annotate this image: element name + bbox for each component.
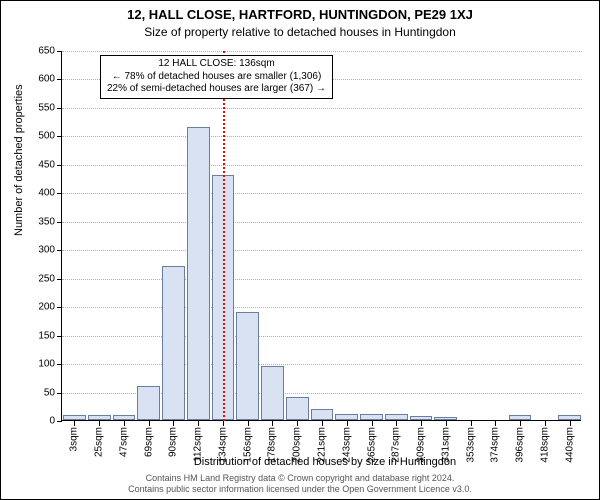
x-tick-mark bbox=[124, 421, 125, 426]
y-tick-mark bbox=[57, 79, 62, 80]
x-tick-mark bbox=[347, 421, 348, 426]
y-axis-label: Number of detached properties bbox=[13, 84, 25, 236]
annotation-line2: ← 78% of detached houses are smaller (1,… bbox=[107, 71, 326, 84]
y-tick-label: 650 bbox=[25, 46, 55, 57]
plot-area: 0501001502002503003504004505005506006503… bbox=[61, 51, 581, 421]
histogram-bar bbox=[137, 386, 160, 420]
histogram-bar bbox=[558, 415, 581, 420]
histogram-bar bbox=[187, 127, 210, 420]
histogram-bar bbox=[261, 366, 284, 420]
x-tick-mark bbox=[223, 421, 224, 426]
x-tick-mark bbox=[421, 421, 422, 426]
y-tick-label: 100 bbox=[25, 359, 55, 370]
histogram-bar bbox=[385, 414, 408, 420]
histogram-bar bbox=[88, 415, 111, 420]
y-tick-mark bbox=[57, 108, 62, 109]
y-tick-mark bbox=[57, 136, 62, 137]
y-tick-label: 350 bbox=[25, 216, 55, 227]
y-tick-label: 150 bbox=[25, 330, 55, 341]
y-tick-label: 50 bbox=[25, 387, 55, 398]
gridline-h bbox=[62, 193, 582, 194]
y-tick-mark bbox=[57, 279, 62, 280]
x-tick-mark bbox=[471, 421, 472, 426]
x-tick-mark bbox=[446, 421, 447, 426]
x-tick-mark bbox=[149, 421, 150, 426]
x-tick-mark bbox=[272, 421, 273, 426]
x-axis-label: Distribution of detached houses by size … bbox=[26, 456, 600, 468]
annotation-line3: 22% of semi-detached houses are larger (… bbox=[107, 83, 326, 96]
histogram-bar bbox=[286, 397, 309, 420]
x-tick-mark bbox=[520, 421, 521, 426]
x-tick-mark bbox=[99, 421, 100, 426]
gridline-h bbox=[62, 108, 582, 109]
x-tick-mark bbox=[74, 421, 75, 426]
y-tick-mark bbox=[57, 250, 62, 251]
x-tick-label: 47sqm bbox=[118, 427, 129, 457]
x-tick-label: 90sqm bbox=[168, 427, 179, 457]
y-tick-mark bbox=[57, 336, 62, 337]
footer-attribution: Contains HM Land Registry data © Crown c… bbox=[1, 473, 599, 495]
histogram-bar bbox=[360, 414, 383, 420]
chart-subtitle: Size of property relative to detached ho… bbox=[1, 25, 599, 39]
histogram-bar bbox=[162, 266, 185, 420]
y-tick-label: 300 bbox=[25, 245, 55, 256]
y-tick-label: 600 bbox=[25, 74, 55, 85]
y-tick-mark bbox=[57, 165, 62, 166]
footer-line1: Contains HM Land Registry data © Crown c… bbox=[1, 473, 599, 484]
histogram-bar bbox=[434, 417, 457, 420]
chart-title: 12, HALL CLOSE, HARTFORD, HUNTINGDON, PE… bbox=[1, 7, 599, 22]
gridline-h bbox=[62, 136, 582, 137]
x-tick-mark bbox=[495, 421, 496, 426]
x-tick-label: 3sqm bbox=[69, 427, 80, 451]
y-tick-mark bbox=[57, 307, 62, 308]
histogram-bar bbox=[509, 415, 532, 420]
x-tick-mark bbox=[322, 421, 323, 426]
y-tick-mark bbox=[57, 51, 62, 52]
y-tick-label: 400 bbox=[25, 188, 55, 199]
annotation-box: 12 HALL CLOSE: 136sqm← 78% of detached h… bbox=[100, 55, 333, 99]
y-tick-mark bbox=[57, 193, 62, 194]
y-tick-mark bbox=[57, 393, 62, 394]
y-tick-mark bbox=[57, 421, 62, 422]
histogram-bar bbox=[236, 312, 259, 420]
histogram-bar bbox=[113, 415, 136, 420]
y-tick-label: 0 bbox=[25, 416, 55, 427]
histogram-bar bbox=[63, 415, 86, 420]
y-tick-label: 200 bbox=[25, 302, 55, 313]
x-tick-mark bbox=[545, 421, 546, 426]
x-tick-mark bbox=[248, 421, 249, 426]
annotation-line1: 12 HALL CLOSE: 136sqm bbox=[107, 58, 326, 71]
y-tick-label: 250 bbox=[25, 273, 55, 284]
x-tick-mark bbox=[297, 421, 298, 426]
histogram-bar bbox=[410, 416, 433, 420]
x-tick-mark bbox=[372, 421, 373, 426]
gridline-h bbox=[62, 222, 582, 223]
gridline-h bbox=[62, 250, 582, 251]
gridline-h bbox=[62, 51, 582, 52]
x-tick-mark bbox=[173, 421, 174, 426]
reference-line bbox=[223, 51, 225, 421]
footer-line2: Contains public sector information licen… bbox=[1, 484, 599, 495]
histogram-bar bbox=[311, 409, 334, 420]
gridline-h bbox=[62, 307, 582, 308]
gridline-h bbox=[62, 279, 582, 280]
x-tick-label: 69sqm bbox=[143, 427, 154, 457]
x-tick-label: 25sqm bbox=[94, 427, 105, 457]
x-tick-mark bbox=[570, 421, 571, 426]
y-tick-label: 550 bbox=[25, 102, 55, 113]
gridline-h bbox=[62, 165, 582, 166]
x-tick-mark bbox=[396, 421, 397, 426]
gridline-h bbox=[62, 336, 582, 337]
y-tick-label: 500 bbox=[25, 131, 55, 142]
gridline-h bbox=[62, 364, 582, 365]
x-tick-mark bbox=[198, 421, 199, 426]
y-tick-mark bbox=[57, 364, 62, 365]
histogram-bar bbox=[335, 414, 358, 420]
y-tick-mark bbox=[57, 222, 62, 223]
chart-container: 12, HALL CLOSE, HARTFORD, HUNTINGDON, PE… bbox=[0, 0, 600, 500]
y-tick-label: 450 bbox=[25, 159, 55, 170]
